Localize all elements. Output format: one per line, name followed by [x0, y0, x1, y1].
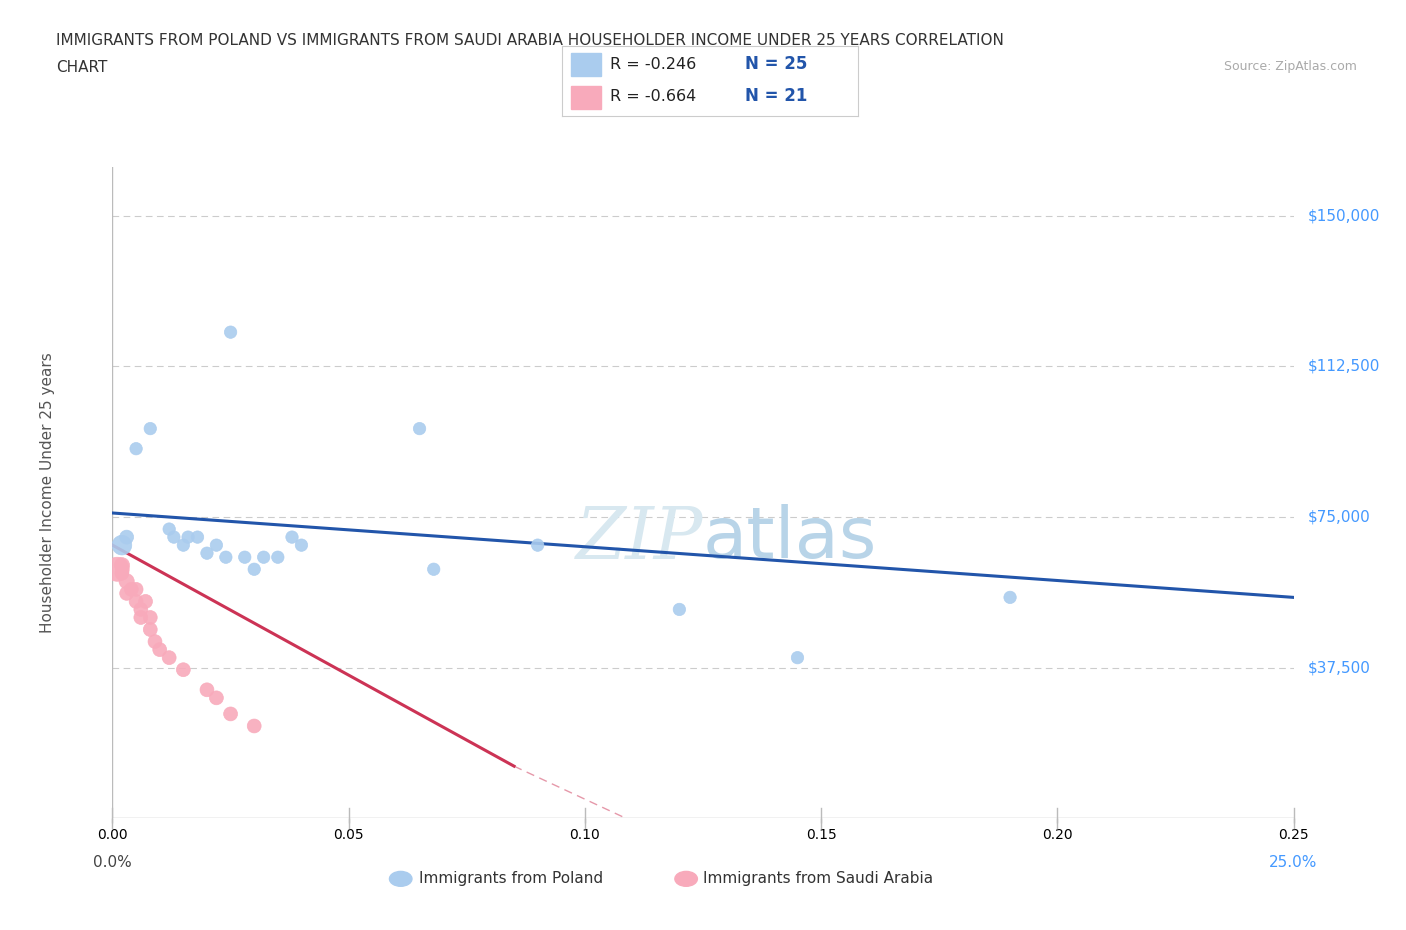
Point	[172, 538, 194, 552]
Point	[422, 562, 444, 577]
Point	[120, 582, 142, 597]
Text: Householder Income Under 25 years: Householder Income Under 25 years	[39, 352, 55, 633]
Point	[408, 421, 430, 436]
Point	[172, 662, 194, 677]
Point	[233, 550, 256, 565]
Text: IMMIGRANTS FROM POLAND VS IMMIGRANTS FROM SAUDI ARABIA HOUSEHOLDER INCOME UNDER : IMMIGRANTS FROM POLAND VS IMMIGRANTS FRO…	[56, 33, 1004, 47]
Text: $112,500: $112,500	[1308, 359, 1381, 374]
Point	[215, 550, 238, 565]
Point	[139, 622, 162, 637]
Point	[149, 643, 172, 658]
Point	[195, 683, 218, 698]
Point	[195, 546, 218, 561]
Point	[205, 690, 228, 705]
Text: N = 25: N = 25	[745, 55, 808, 73]
Point	[115, 530, 138, 545]
Text: Source: ZipAtlas.com: Source: ZipAtlas.com	[1223, 60, 1357, 73]
Point	[163, 530, 186, 545]
Text: R = -0.246: R = -0.246	[610, 57, 696, 72]
Point	[129, 610, 152, 625]
Point	[157, 650, 180, 665]
Point	[219, 325, 242, 339]
Point	[998, 590, 1021, 604]
Point	[186, 530, 208, 545]
Point	[111, 565, 134, 580]
Point	[786, 650, 808, 665]
Text: $150,000: $150,000	[1308, 208, 1381, 223]
Point	[129, 602, 152, 617]
Point	[281, 530, 304, 545]
Text: CHART: CHART	[56, 60, 108, 75]
Point	[157, 522, 180, 537]
Point	[253, 550, 276, 565]
Point	[105, 562, 128, 577]
Text: N = 21: N = 21	[745, 87, 808, 105]
Point	[526, 538, 548, 552]
Point	[139, 421, 162, 436]
Point	[125, 582, 148, 597]
Point	[139, 610, 162, 625]
Point	[668, 602, 690, 617]
Point	[111, 538, 134, 552]
Text: Immigrants from Poland: Immigrants from Poland	[419, 871, 603, 886]
Point	[115, 586, 138, 601]
Text: 0.0%: 0.0%	[93, 855, 132, 870]
Point	[290, 538, 312, 552]
Text: R = -0.664: R = -0.664	[610, 89, 696, 104]
Point	[125, 441, 148, 456]
Text: atlas: atlas	[703, 504, 877, 573]
Point	[135, 594, 157, 609]
Point	[143, 634, 166, 649]
Point	[267, 550, 290, 565]
Point	[219, 707, 242, 722]
Text: Immigrants from Saudi Arabia: Immigrants from Saudi Arabia	[703, 871, 934, 886]
Point	[243, 719, 266, 734]
Point	[115, 574, 138, 589]
Point	[205, 538, 228, 552]
Point	[111, 558, 134, 573]
Point	[125, 594, 148, 609]
Point	[177, 530, 200, 545]
Point	[243, 562, 266, 577]
Text: 25.0%: 25.0%	[1270, 855, 1317, 870]
Bar	[571, 53, 600, 76]
Bar	[571, 86, 600, 110]
Text: $75,000: $75,000	[1308, 510, 1371, 525]
Text: $37,500: $37,500	[1308, 660, 1371, 675]
Text: ZIP: ZIP	[575, 503, 703, 574]
